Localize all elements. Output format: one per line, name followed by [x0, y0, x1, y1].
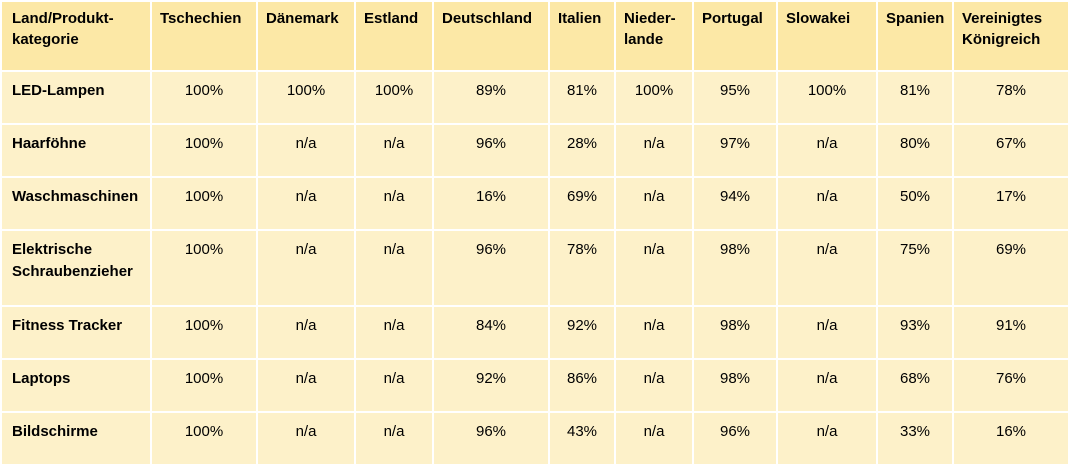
row-label: LED-Lampen — [2, 72, 150, 123]
table-cell: 76% — [954, 360, 1068, 411]
row-label: Bildschirme — [2, 413, 150, 464]
table-cell: 84% — [434, 307, 548, 358]
table-cell: 80% — [878, 125, 952, 176]
table-row: Haarföhne 100% n/a n/a 96% 28% n/a 97% n/a 80% 67% — [2, 125, 1068, 176]
table-row: Elektrische Schraubenzieher 100% n/a n/a 96% 7… — [2, 231, 1068, 305]
table-cell: 75% — [878, 231, 952, 305]
table-cell: 100% — [356, 72, 432, 123]
table-cell: n/a — [778, 360, 876, 411]
table-cell: n/a — [778, 125, 876, 176]
row-label: Haarföhne — [2, 125, 150, 176]
table-cell: 17% — [954, 178, 1068, 229]
table-cell: 96% — [694, 413, 776, 464]
table-cell: 96% — [434, 231, 548, 305]
table-cell: 16% — [954, 413, 1068, 464]
table-cell: n/a — [616, 413, 692, 464]
table-cell: 96% — [434, 125, 548, 176]
table-row: Bildschirme 100% n/a n/a 96% 43% n/a 96% n/a 33% 1… — [2, 413, 1068, 464]
table-cell: 100% — [258, 72, 354, 123]
table-row: LED-Lampen 100% 100% 100% 89% 81% 100% 95% 100% 8… — [2, 72, 1068, 123]
table-cell: n/a — [778, 307, 876, 358]
table-cell: 92% — [434, 360, 548, 411]
table-cell: n/a — [356, 413, 432, 464]
table-cell: 98% — [694, 360, 776, 411]
table-cell: 100% — [152, 125, 256, 176]
table-cell: 100% — [152, 307, 256, 358]
table-cell: 100% — [778, 72, 876, 123]
table-cell: 94% — [694, 178, 776, 229]
table-cell: 50% — [878, 178, 952, 229]
table-cell: 98% — [694, 231, 776, 305]
header-country: Vereinigtes Königreich — [954, 2, 1068, 70]
table-cell: n/a — [258, 413, 354, 464]
header-country: Nieder-lande — [616, 2, 692, 70]
table-cell: 89% — [434, 72, 548, 123]
table-cell: 92% — [550, 307, 614, 358]
row-label: Waschmaschinen — [2, 178, 150, 229]
table-cell: n/a — [258, 307, 354, 358]
header-category: Land/Produkt-kategorie — [2, 2, 150, 70]
table-cell: n/a — [616, 307, 692, 358]
table-cell: n/a — [616, 125, 692, 176]
header-country: Tschechien — [152, 2, 256, 70]
row-label: Fitness Tracker — [2, 307, 150, 358]
table-cell: n/a — [258, 178, 354, 229]
header-country: Portugal — [694, 2, 776, 70]
table-cell: 33% — [878, 413, 952, 464]
header-country: Dänemark — [258, 2, 354, 70]
table-row: Waschmaschinen 100% n/a n/a 16% 69% n/a 94% n/a 5… — [2, 178, 1068, 229]
table-cell: 69% — [550, 178, 614, 229]
table-cell: n/a — [616, 360, 692, 411]
table-cell: 67% — [954, 125, 1068, 176]
table-cell: 97% — [694, 125, 776, 176]
table-row: Laptops 100% n/a n/a 92% 86% n/a 98% n/a 68% 76% — [2, 360, 1068, 411]
table-cell: n/a — [616, 231, 692, 305]
table-cell: n/a — [356, 307, 432, 358]
table-cell: n/a — [258, 360, 354, 411]
table-cell: 16% — [434, 178, 548, 229]
header-country: Estland — [356, 2, 432, 70]
table-cell: n/a — [778, 231, 876, 305]
table-cell: n/a — [616, 178, 692, 229]
table-cell: 98% — [694, 307, 776, 358]
table-cell: 81% — [878, 72, 952, 123]
table-cell: n/a — [356, 125, 432, 176]
table-header-row: Land/Produkt-kategorie Tschechien Dänema… — [2, 2, 1068, 70]
header-country: Deutschland — [434, 2, 548, 70]
table-cell: 91% — [954, 307, 1068, 358]
table-cell: 100% — [152, 413, 256, 464]
table-cell: 95% — [694, 72, 776, 123]
table-cell: 100% — [152, 178, 256, 229]
table-cell: 100% — [152, 72, 256, 123]
table-cell: n/a — [778, 178, 876, 229]
row-label: Laptops — [2, 360, 150, 411]
table-cell: 100% — [152, 360, 256, 411]
header-country: Italien — [550, 2, 614, 70]
table-cell: 100% — [152, 231, 256, 305]
table-cell: 68% — [878, 360, 952, 411]
table-cell: 69% — [954, 231, 1068, 305]
table-cell: 100% — [616, 72, 692, 123]
table-cell: n/a — [258, 125, 354, 176]
table-cell: 96% — [434, 413, 548, 464]
table-cell: 28% — [550, 125, 614, 176]
table-cell: n/a — [356, 178, 432, 229]
table-row: Fitness Tracker 100% n/a n/a 84% 92% n/a 98% n/a… — [2, 307, 1068, 358]
header-country: Spanien — [878, 2, 952, 70]
table-cell: n/a — [356, 360, 432, 411]
header-country: Slowakei — [778, 2, 876, 70]
table-cell: 78% — [954, 72, 1068, 123]
table-cell: n/a — [356, 231, 432, 305]
table-cell: n/a — [778, 413, 876, 464]
table-cell: 86% — [550, 360, 614, 411]
table-cell: 78% — [550, 231, 614, 305]
table-cell: n/a — [258, 231, 354, 305]
row-label: Elektrische Schraubenzieher — [2, 231, 150, 305]
table-cell: 93% — [878, 307, 952, 358]
table-cell: 43% — [550, 413, 614, 464]
table-cell: 81% — [550, 72, 614, 123]
